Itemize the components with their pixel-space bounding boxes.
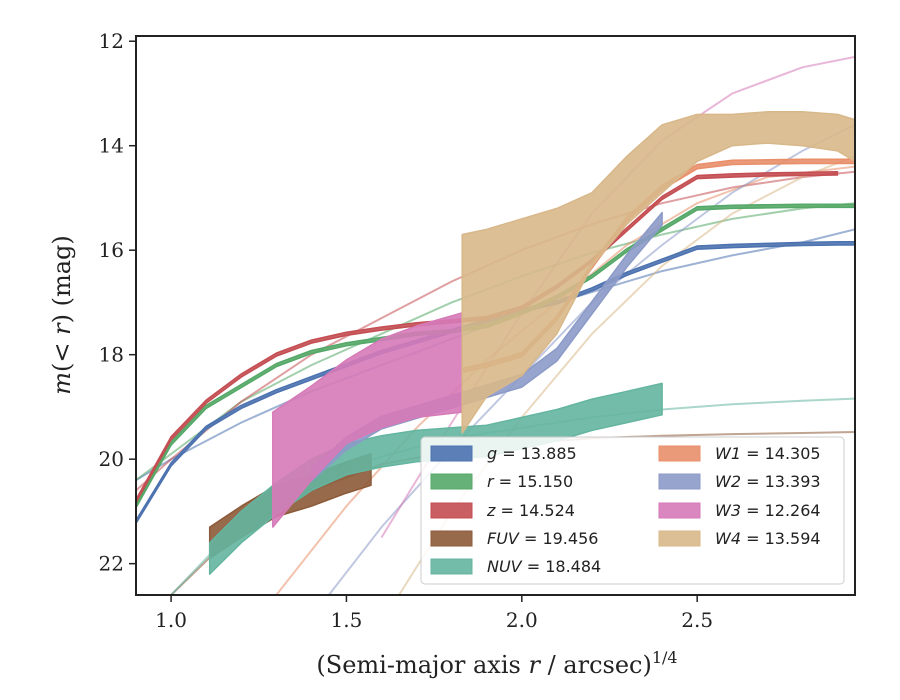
legend-swatch-fuv [430,530,473,547]
plot-area [136,55,855,595]
legend-swatch-w3 [658,502,701,519]
legend-swatch-z [430,502,473,519]
y-tick-label: 12 [99,29,124,53]
band-nuv [208,382,663,575]
legend-swatch-g [430,445,473,462]
legend-box [420,436,845,585]
legend-label-z: z = 14.524 [486,501,575,520]
legend-label-r: r = 15.150 [487,472,573,491]
legend-label-w1: W1 = 14.305 [715,444,821,463]
y-tick-label: 16 [99,238,124,262]
y-axis-title: m(< r) (mag) [48,235,76,395]
y-axis: 12 14 16 18 20 22 [99,29,136,576]
x-tick-label: 2.0 [506,608,538,632]
band-z [136,171,839,504]
x-tick-label: 1.5 [331,608,363,632]
y-tick-label: 18 [99,343,124,367]
legend-swatch-r [430,473,473,490]
x-axis: 1.0 1.5 2.0 2.5 [155,595,713,632]
x-axis-title: (Semi-major axis r / arcsec)1/4 [316,648,677,679]
y-tick-label: 14 [99,134,124,158]
legend-swatch-w4 [658,530,701,547]
legend-label-nuv: NUV = 18.484 [487,557,601,576]
x-tick-label: 1.0 [155,608,187,632]
plot-frame [135,35,856,596]
legend: g = 13.885 r = 15.150 z = 14.524 FUV = 19.4… [420,436,845,585]
legend-swatch-w2 [658,473,701,490]
y-tick-label: 20 [99,447,124,471]
legend-label-w2: W2 = 13.393 [715,472,821,491]
x-tick-label: 2.5 [681,608,713,632]
legend-swatch-nuv [430,558,473,575]
band-w4 [461,111,855,434]
legend-label-g: g = 13.885 [487,444,577,463]
legend-swatch-w1 [658,445,701,462]
legend-label-fuv: FUV = 19.456 [487,529,598,548]
profile-bands [136,111,855,575]
y-tick-label: 22 [99,552,124,576]
legend-label-w4: W4 = 13.594 [715,529,821,548]
legend-label-w3: W3 = 12.264 [715,501,821,520]
